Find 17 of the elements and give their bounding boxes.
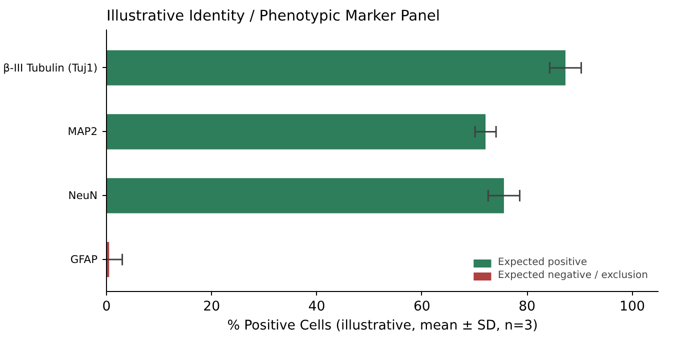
y-tick-label: β-III Tubulin (Tuj1) bbox=[3, 61, 98, 74]
x-tick-label: 100 bbox=[619, 300, 645, 314]
legend-label: Expected negative / exclusion bbox=[498, 270, 648, 281]
x-tick-label: 0 bbox=[102, 300, 111, 314]
bar bbox=[106, 114, 486, 150]
y-tick-label: MAP2 bbox=[68, 125, 98, 138]
bar bbox=[106, 50, 566, 86]
legend-label: Expected positive bbox=[498, 257, 587, 268]
x-tick-label: 20 bbox=[203, 300, 220, 314]
y-tick-label: NeuN bbox=[68, 189, 98, 202]
x-axis-title: % Positive Cells (illustrative, mean ± SD, n=3) bbox=[227, 318, 538, 334]
x-tick-label: 40 bbox=[308, 300, 326, 314]
x-tick-label: 60 bbox=[413, 300, 430, 314]
y-tick-label: GFAP bbox=[70, 253, 98, 266]
x-tick-label: 80 bbox=[518, 300, 536, 314]
bar bbox=[106, 178, 504, 214]
chart-title: Illustrative Identity / Phenotypic Marker Panel bbox=[106, 8, 440, 24]
